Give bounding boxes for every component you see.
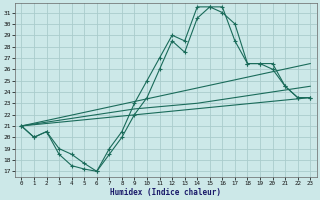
X-axis label: Humidex (Indice chaleur): Humidex (Indice chaleur) xyxy=(110,188,221,197)
